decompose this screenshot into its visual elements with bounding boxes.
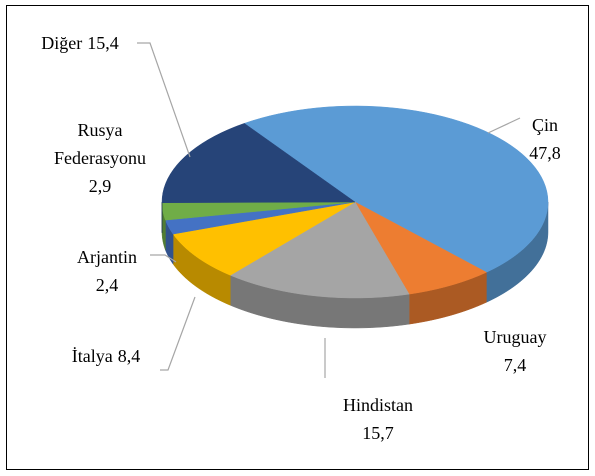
value-label: 15,7 [362, 423, 394, 443]
data-label: Rusya Federasyonu 2,9 [45, 116, 155, 200]
slice-top [165, 201, 356, 235]
pie-slice [161, 201, 356, 251]
category-label: Diğer [41, 33, 83, 53]
category-label: Rusya Federasyonu [54, 120, 146, 168]
slice-top [229, 201, 410, 299]
data-label: Diğer 15,4 [41, 29, 118, 57]
pie-slice [161, 123, 356, 233]
slice-top [161, 123, 356, 203]
data-label: Uruguay 7,4 [460, 323, 570, 379]
slice-top [172, 201, 356, 276]
value-label: 2,4 [95, 275, 119, 295]
leader-line [137, 42, 191, 158]
pie [161, 105, 549, 329]
slice-top [354, 201, 487, 295]
pie-slice [354, 201, 487, 325]
leader-lines [137, 42, 521, 378]
category-label: Çin [531, 115, 558, 135]
category-label: Hindistan [343, 395, 413, 415]
leader-line [487, 117, 521, 134]
slice-top [243, 105, 549, 273]
category-label: Arjantin [77, 247, 137, 267]
category-label: İtalya [71, 346, 113, 366]
pie-slice [165, 201, 356, 265]
pie-slice [172, 201, 356, 306]
value-label: 8,4 [117, 346, 141, 366]
leader-line [150, 254, 177, 263]
data-label: İtalya 8,4 [72, 342, 140, 370]
value-label: 47,8 [529, 143, 561, 163]
data-label: Hindistan 15,7 [323, 391, 433, 447]
value-label: 7,4 [503, 355, 527, 375]
value-label: 15,4 [87, 33, 119, 53]
leader-line [160, 296, 196, 371]
category-label: Uruguay [483, 327, 547, 347]
data-label: Arjantin 2,4 [52, 243, 162, 299]
data-label: Çin 47,8 [490, 111, 595, 167]
value-label: 2,9 [88, 176, 112, 196]
